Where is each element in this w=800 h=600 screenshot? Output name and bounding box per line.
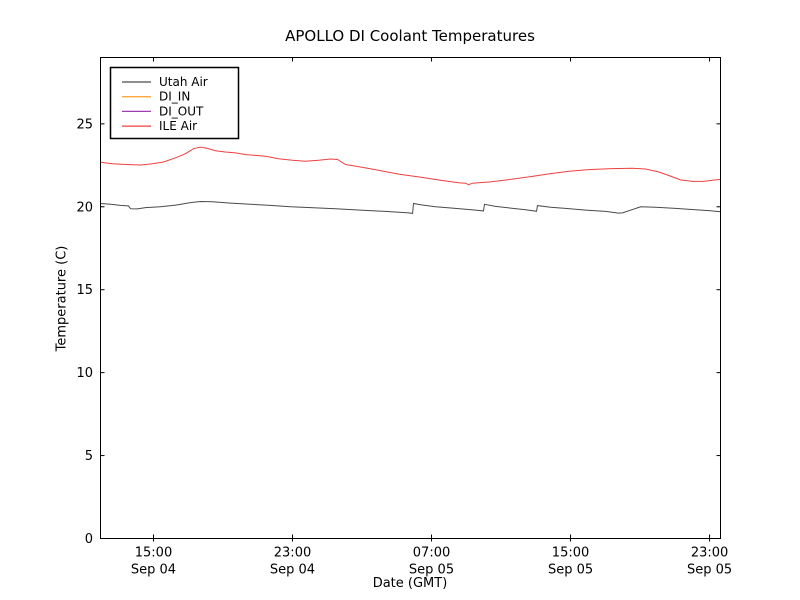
legend-entry: Utah Air bbox=[122, 75, 208, 89]
series-line-utah-air bbox=[100, 200, 721, 214]
plot-frame bbox=[100, 57, 721, 539]
series-line-ile-air bbox=[100, 146, 721, 186]
y-tick-label: 5 bbox=[85, 449, 93, 464]
x-tick-label-date: Sep 05 bbox=[409, 563, 454, 578]
y-tick-label: 25 bbox=[76, 117, 93, 132]
x-tick-label-date: Sep 04 bbox=[131, 563, 176, 578]
legend-label: DI_OUT bbox=[159, 104, 204, 118]
x-tick-label-date: Sep 05 bbox=[687, 563, 732, 578]
legend-label: DI_IN bbox=[159, 90, 190, 104]
x-tick-label-date: Sep 05 bbox=[548, 563, 593, 578]
legend-entry: DI_IN bbox=[122, 90, 190, 104]
y-axis-label: Temperature (C) bbox=[54, 245, 70, 352]
x-tick-label-time: 15:00 bbox=[552, 546, 589, 561]
y-tick-label: 15 bbox=[76, 283, 93, 298]
chart-title: APOLLO DI Coolant Temperatures bbox=[285, 27, 535, 45]
x-tick-label-time: 23:00 bbox=[274, 546, 311, 561]
legend-entry: DI_OUT bbox=[122, 104, 204, 118]
x-tick-label-time: 07:00 bbox=[413, 546, 450, 561]
legend-label: Utah Air bbox=[159, 75, 208, 89]
legend-entry: ILE Air bbox=[122, 119, 197, 133]
x-tick-label-time: 23:00 bbox=[691, 546, 728, 561]
x-tick-label-time: 15:00 bbox=[135, 546, 172, 561]
x-axis-label: Date (GMT) bbox=[372, 576, 448, 591]
x-tick-label-date: Sep 04 bbox=[270, 563, 315, 578]
legend-label: ILE Air bbox=[159, 119, 197, 133]
y-tick-label: 10 bbox=[76, 366, 93, 381]
y-tick-label: 20 bbox=[76, 200, 93, 215]
y-tick-label: 0 bbox=[85, 532, 93, 547]
